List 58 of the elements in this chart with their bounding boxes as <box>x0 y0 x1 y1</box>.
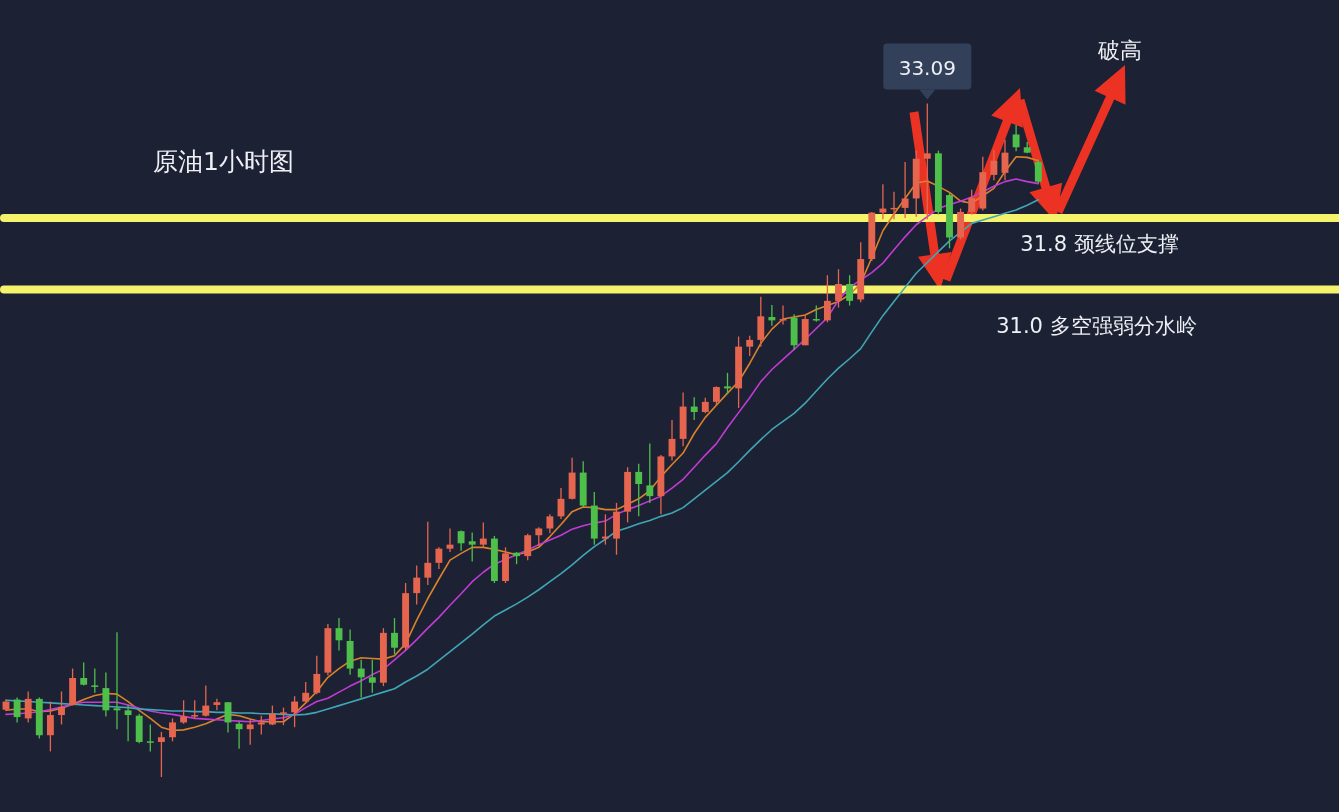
candlestick <box>157 731 165 778</box>
candlestick <box>646 442 654 504</box>
candlestick <box>424 521 432 586</box>
candlestick <box>435 546 443 570</box>
candlestick <box>13 696 21 724</box>
candlestick <box>413 564 421 606</box>
candlestick <box>823 274 831 324</box>
candlestick <box>357 659 365 699</box>
candlestick <box>479 521 487 548</box>
candlestick <box>901 161 909 219</box>
candlestick <box>546 513 554 534</box>
candlestick <box>601 513 609 546</box>
candlestick <box>724 372 731 395</box>
candlestick <box>235 721 243 750</box>
annotation: 33.09 <box>898 55 956 80</box>
candlestick <box>757 296 765 348</box>
ref-label: 31.0 多空强弱分水岭 <box>996 314 1197 339</box>
candlestick <box>246 718 254 746</box>
annotation: 破高 <box>1098 38 1142 63</box>
candlestick <box>990 149 998 181</box>
candlestick <box>257 715 265 736</box>
candlestick <box>768 304 776 327</box>
candlestick <box>368 659 376 694</box>
candlestick <box>146 723 154 753</box>
candlestick <box>291 695 299 728</box>
candlestick <box>24 690 32 724</box>
title: 原油1小时图 <box>153 147 294 176</box>
candlestick <box>180 699 188 725</box>
candlestick <box>846 274 854 307</box>
candlestick <box>202 684 210 718</box>
candlestick <box>1012 124 1020 152</box>
candlestick <box>457 529 465 552</box>
candlestick <box>58 690 65 726</box>
candlestick <box>968 189 976 216</box>
candlestick <box>102 671 110 718</box>
candlestick <box>879 183 887 220</box>
candlestick <box>524 533 532 561</box>
candlestick <box>313 655 321 695</box>
candlestick <box>635 463 643 518</box>
candlestick <box>124 704 132 742</box>
candlestick <box>91 667 99 694</box>
candlestick <box>1034 158 1042 184</box>
candlestick <box>46 700 54 753</box>
candlestick <box>923 102 931 220</box>
candlestick <box>191 699 199 720</box>
candlestick <box>468 531 476 563</box>
candlestick <box>746 335 754 357</box>
candlestick <box>690 396 698 421</box>
candlestick <box>213 698 221 711</box>
candlestick <box>779 304 787 326</box>
candlestick <box>535 526 543 547</box>
candlestick <box>169 717 176 742</box>
candlestick <box>391 617 398 656</box>
candlestick <box>835 268 842 309</box>
annotation: 33.09 <box>883 43 972 100</box>
candlestick <box>268 704 276 726</box>
candlestick <box>712 385 720 407</box>
ref-label: 31.8 颈线位支撑 <box>1020 232 1179 256</box>
